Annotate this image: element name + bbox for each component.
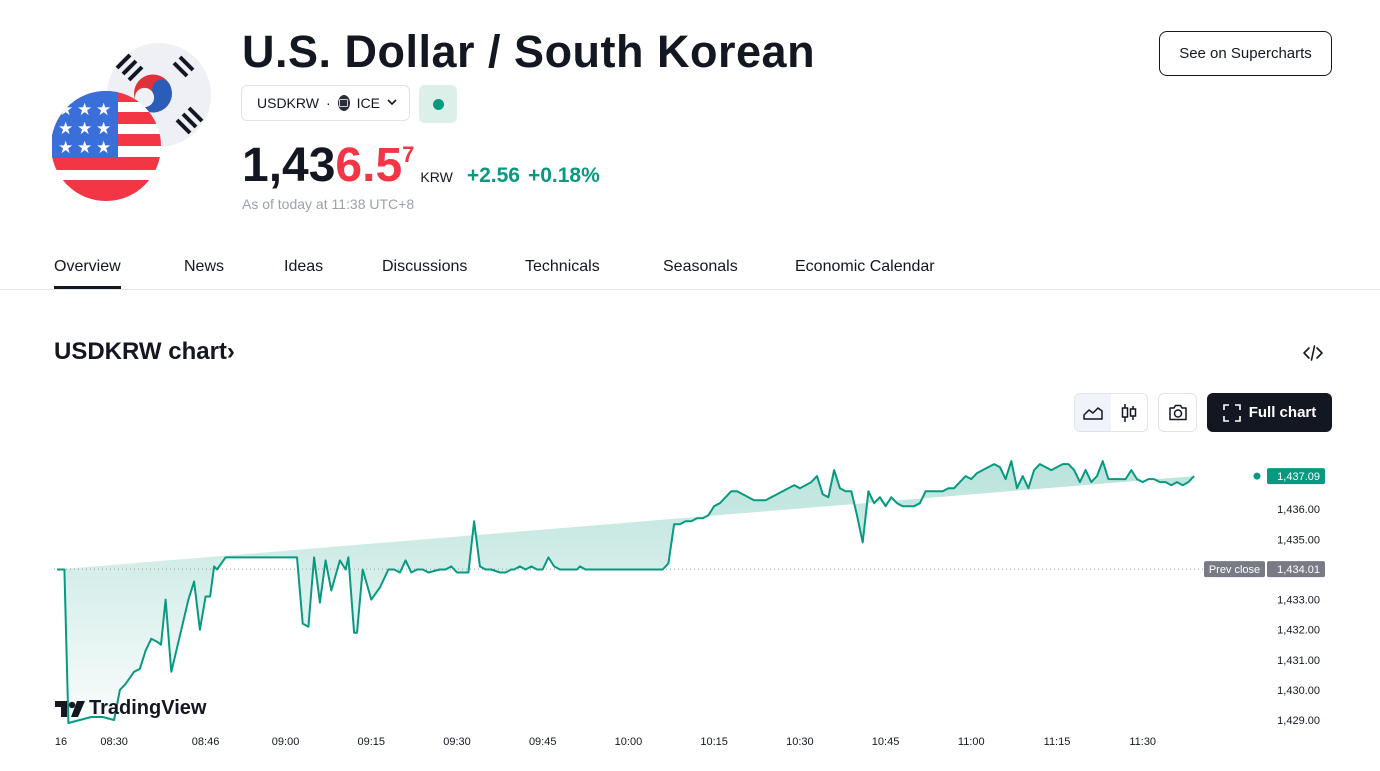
y-axis-tick-label: 1,435.00 bbox=[1277, 534, 1320, 546]
chart-style-toggle bbox=[1074, 393, 1148, 432]
y-axis-tick-label: 1,436.00 bbox=[1277, 504, 1320, 516]
tab-bar: Overview News Ideas Discussions Technica… bbox=[0, 248, 1380, 290]
svg-text:★: ★ bbox=[77, 100, 92, 120]
price-timestamp: As of today at 11:38 UTC+8 bbox=[242, 196, 415, 212]
last-price-label: 1,437.09 bbox=[1277, 471, 1320, 483]
exchange-label: ICE bbox=[356, 95, 380, 111]
market-status-indicator[interactable] bbox=[419, 85, 457, 123]
tab-overview[interactable]: Overview bbox=[54, 258, 121, 289]
x-axis-tick-label: 10:15 bbox=[700, 736, 728, 748]
y-axis-tick-label: 1,431.00 bbox=[1277, 655, 1320, 667]
full-chart-button[interactable]: Full chart bbox=[1207, 393, 1332, 432]
svg-text:★: ★ bbox=[58, 119, 73, 139]
x-axis-tick-label: 09:45 bbox=[529, 736, 557, 748]
tab-technicals[interactable]: Technicals bbox=[525, 258, 600, 275]
x-axis-tick-label: 11:00 bbox=[958, 736, 985, 748]
tradingview-logo-icon bbox=[55, 700, 85, 717]
last-price-tag bbox=[1267, 468, 1325, 485]
prev-close-price-tag bbox=[1267, 561, 1325, 578]
svg-text:★: ★ bbox=[96, 100, 111, 120]
tab-economic-calendar[interactable]: Economic Calendar bbox=[795, 258, 935, 275]
svg-text:★: ★ bbox=[58, 138, 73, 158]
price-highlight: 6.5 bbox=[335, 139, 403, 192]
last-price-dot bbox=[1253, 472, 1261, 480]
market-open-dot-icon bbox=[432, 98, 444, 110]
x-axis-tick-label: 16 bbox=[55, 736, 67, 748]
x-axis-tick-label: 10:30 bbox=[786, 736, 814, 748]
prev-close-text: Prev close bbox=[1209, 564, 1260, 576]
page-title: U.S. Dollar / South Korean bbox=[242, 26, 816, 77]
tab-ideas[interactable]: Ideas bbox=[284, 258, 324, 275]
prev-close-price-label: 1,434.01 bbox=[1277, 564, 1320, 576]
tradingview-logo-text: TradingView bbox=[89, 697, 207, 719]
chart-heading-text: USDKRW chart bbox=[54, 338, 227, 365]
see-on-supercharts-button[interactable]: See on Supercharts bbox=[1159, 31, 1332, 76]
exchange-icon bbox=[337, 95, 350, 111]
full-chart-label: Full chart bbox=[1248, 404, 1317, 421]
tab-news[interactable]: News bbox=[184, 258, 225, 275]
camera-icon bbox=[1168, 404, 1187, 421]
embed-code-icon[interactable] bbox=[1302, 342, 1324, 364]
x-axis-tick-label: 08:30 bbox=[100, 736, 128, 748]
symbol-label: USDKRW bbox=[257, 95, 319, 111]
currency-flags: ★ ★ ★ ★ ★ ★ ★ ★ ★ bbox=[52, 43, 211, 201]
chevron-down-icon bbox=[387, 97, 397, 109]
fullscreen-icon bbox=[1222, 403, 1241, 422]
y-axis-tick-label: 1,432.00 bbox=[1277, 625, 1320, 637]
svg-text:★: ★ bbox=[96, 119, 111, 139]
tradingview-logo[interactable]: TradingView bbox=[55, 697, 206, 720]
chevron-right-icon: › bbox=[226, 338, 235, 365]
separator-dot: · bbox=[325, 95, 331, 111]
y-axis-tick-label: 1,429.00 bbox=[1277, 715, 1320, 727]
x-axis-tick-label: 11:30 bbox=[1129, 736, 1156, 748]
svg-text:★: ★ bbox=[58, 100, 73, 120]
tab-seasonals[interactable]: Seasonals bbox=[663, 258, 738, 275]
svg-text:★: ★ bbox=[77, 119, 92, 139]
change-percent: +0.18% bbox=[527, 164, 600, 187]
change-absolute: +2.56 bbox=[466, 164, 520, 187]
svg-text:★: ★ bbox=[77, 138, 92, 158]
x-axis-tick-label: 09:15 bbox=[358, 736, 386, 748]
x-axis-tick-label: 11:15 bbox=[1044, 736, 1071, 748]
chart-heading-link[interactable]: USDKRW chart› bbox=[54, 338, 235, 366]
x-axis-tick-label: 09:30 bbox=[443, 736, 471, 748]
y-axis-tick-label: 1,430.00 bbox=[1277, 685, 1320, 697]
y-axis-tick-label: 1,433.00 bbox=[1277, 595, 1320, 607]
candles-icon bbox=[1121, 403, 1137, 422]
x-axis-tick-label: 09:00 bbox=[272, 736, 300, 748]
svg-text:★: ★ bbox=[96, 138, 111, 158]
price-chart[interactable]: 1,436.00 1,435.00 1,433.00 1,432.00 1,431.00… bbox=[0, 440, 1380, 771]
snapshot-button[interactable] bbox=[1158, 393, 1197, 432]
prev-close-text-tag bbox=[1204, 561, 1265, 578]
tab-discussions[interactable]: Discussions bbox=[382, 258, 468, 275]
area-chart-icon bbox=[1083, 406, 1103, 420]
currency-label: KRW bbox=[420, 169, 453, 185]
price-line bbox=[57, 460, 1195, 724]
price-area-fill bbox=[57, 461, 1195, 723]
price-block: 1,43 6.5 7 KRW +2.56 +0.18% bbox=[242, 138, 600, 194]
candles-chart-button[interactable] bbox=[1111, 394, 1147, 431]
price-superscript: 7 bbox=[402, 142, 415, 167]
symbol-exchange-selector[interactable]: USDKRW · ICE bbox=[241, 85, 410, 121]
x-axis-tick-label: 10:45 bbox=[872, 736, 900, 748]
area-chart-button[interactable] bbox=[1075, 394, 1111, 431]
price-main: 1,43 bbox=[242, 139, 336, 192]
x-axis-tick-label: 08:46 bbox=[192, 736, 220, 748]
x-axis-tick-label: 10:00 bbox=[615, 736, 643, 748]
